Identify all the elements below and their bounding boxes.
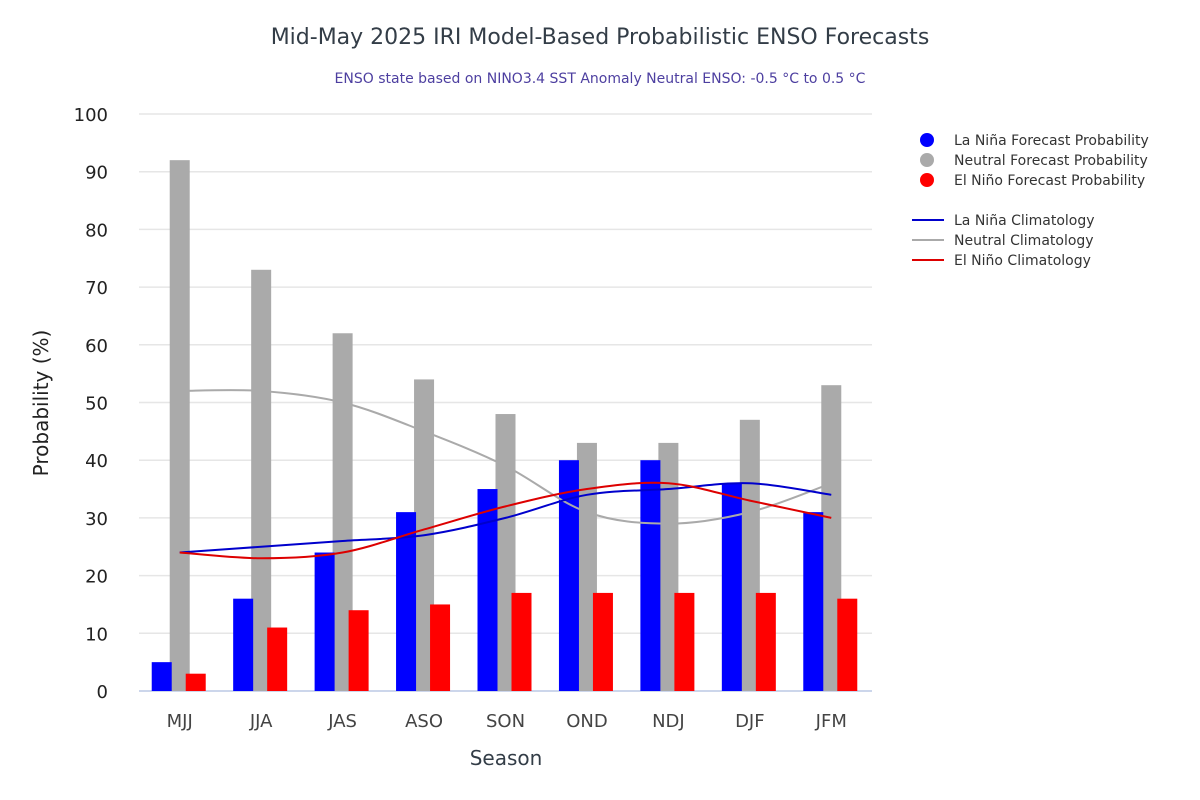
y-tick-label: 10 — [85, 624, 108, 645]
bars — [151, 160, 858, 691]
line-el-ni-o-climatology — [179, 481, 832, 560]
legend-item[interactable]: La Niña Climatology — [912, 213, 1095, 229]
legend-item[interactable]: El Niño Forecast Probability — [920, 173, 1145, 189]
legend-label: El Niño Climatology — [954, 253, 1091, 269]
legend-label: Neutral Climatology — [954, 233, 1094, 249]
bar-neutral-forecast-probabilitydjf — [739, 419, 760, 691]
x-tick-label: JJA — [249, 711, 273, 732]
bar-la-ni-a-forecast-probabilitydjf — [721, 483, 742, 691]
bar-el-ni-o-forecast-probabilityond — [592, 592, 613, 691]
legend-label: El Niño Forecast Probability — [954, 173, 1145, 189]
chart-title: Mid-May 2025 IRI Model-Based Probabilist… — [271, 25, 930, 50]
bar-la-ni-a-forecast-probabilityjas — [314, 552, 335, 691]
y-tick-label: 20 — [85, 567, 108, 588]
bar-el-ni-o-forecast-probabilityaso — [430, 604, 451, 691]
bar-neutral-forecast-probabilityjja — [251, 269, 272, 691]
bar-la-ni-a-forecast-probabilityson — [477, 489, 498, 691]
legend-item[interactable]: El Niño Climatology — [912, 253, 1091, 269]
bar-la-ni-a-forecast-probabilitymjj — [151, 662, 172, 691]
bar-la-ni-a-forecast-probabilityjfm — [803, 512, 824, 691]
bar-neutral-forecast-probabilityndj — [658, 442, 679, 691]
y-axis-ticks: 0 10 20 30 40 50 60 70 80 90 100 — [74, 105, 108, 703]
bar-la-ni-a-forecast-probabilityaso — [396, 512, 417, 691]
bar-neutral-forecast-probabilityjfm — [821, 385, 842, 691]
bar-la-ni-a-forecast-probabilityjja — [233, 598, 254, 691]
y-tick-label: 60 — [85, 336, 108, 357]
y-tick-label: 70 — [85, 278, 108, 299]
y-tick-label: 0 — [97, 682, 108, 703]
x-tick-label: NDJ — [652, 711, 685, 732]
x-axis-ticks: MJJ JJA JAS ASO SON OND NDJ DJF JFM — [167, 711, 847, 732]
x-tick-label: JFM — [815, 711, 847, 732]
bar-neutral-forecast-probabilitymjj — [169, 160, 190, 691]
bar-neutral-forecast-probabilityson — [495, 414, 516, 691]
line-la-ni-a-climatology — [179, 482, 832, 554]
y-tick-label: 30 — [85, 509, 108, 530]
bar-neutral-forecast-probabilityond — [576, 442, 597, 691]
bar-neutral-forecast-probabilityjas — [332, 333, 353, 691]
bar-el-ni-o-forecast-probabilityjja — [267, 627, 288, 691]
x-tick-label: ASO — [405, 711, 443, 732]
y-tick-label: 100 — [74, 105, 108, 126]
bar-la-ni-a-forecast-probabilityond — [558, 460, 579, 691]
legend-dot-symbol — [920, 153, 934, 167]
legend-item[interactable]: Neutral Climatology — [912, 233, 1094, 249]
bar-el-ni-o-forecast-probabilityson — [511, 592, 532, 691]
line-neutral-climatology — [179, 389, 832, 525]
bar-el-ni-o-forecast-probabilitydjf — [755, 592, 776, 691]
x-tick-label: JAS — [327, 711, 357, 732]
bar-el-ni-o-forecast-probabilitymjj — [185, 673, 206, 691]
legend-item[interactable]: La Niña Forecast Probability — [920, 133, 1149, 149]
legend-dot-symbol — [920, 133, 934, 147]
y-tick-label: 90 — [85, 163, 108, 184]
legend-dot-symbol — [920, 173, 934, 187]
legend-label: La Niña Forecast Probability — [954, 133, 1149, 149]
y-tick-label: 40 — [85, 451, 108, 472]
legend-label: Neutral Forecast Probability — [954, 153, 1148, 169]
legend: La Niña Forecast Probability Neutral Fore… — [912, 133, 1149, 269]
x-axis-title: Season — [470, 746, 543, 770]
bar-el-ni-o-forecast-probabilityndj — [674, 592, 695, 691]
climatology-lines — [179, 389, 832, 560]
y-tick-label: 50 — [85, 394, 108, 415]
bar-el-ni-o-forecast-probabilityjfm — [837, 598, 858, 691]
bar-la-ni-a-forecast-probabilityndj — [640, 460, 661, 691]
chart-subtitle: ENSO state based on NINO3.4 SST Anomaly … — [335, 71, 866, 87]
bar-el-ni-o-forecast-probabilityjas — [348, 610, 369, 691]
x-tick-label: MJJ — [167, 711, 193, 732]
x-tick-label: DJF — [735, 711, 765, 732]
x-tick-label: OND — [566, 711, 608, 732]
x-tick-label: SON — [486, 711, 525, 732]
legend-label: La Niña Climatology — [954, 213, 1095, 229]
legend-item[interactable]: Neutral Forecast Probability — [920, 153, 1148, 169]
y-tick-label: 80 — [85, 220, 108, 241]
y-axis-title: Probability (%) — [29, 330, 53, 477]
